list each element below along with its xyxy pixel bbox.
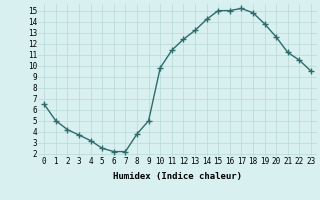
X-axis label: Humidex (Indice chaleur): Humidex (Indice chaleur) [113, 172, 242, 181]
